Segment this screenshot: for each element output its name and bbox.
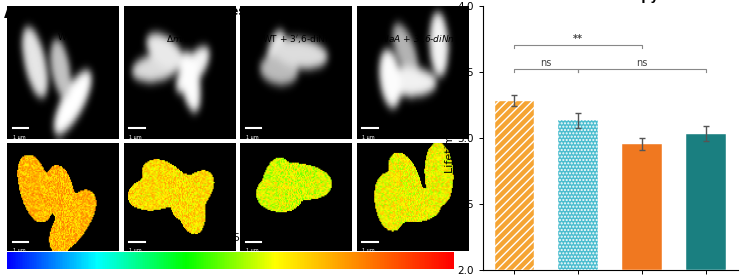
Bar [559, 120, 598, 270]
Text: Lifetime: 1.5 to 4 (ns): Lifetime: 1.5 to 4 (ns) [174, 233, 288, 243]
Bar [495, 101, 534, 270]
Text: 1 µm: 1 µm [362, 248, 375, 253]
Text: 1 µm: 1 µm [130, 248, 142, 253]
Text: 1 µm: 1 µm [13, 136, 25, 141]
Text: 1 µm: 1 µm [362, 136, 375, 141]
Text: 1 µm: 1 µm [13, 248, 25, 253]
Y-axis label: Lifetime (ns): Lifetime (ns) [445, 102, 454, 173]
Text: WT + 3$'$,6-diNn: WT + 3$'$,6-diNn [262, 33, 332, 45]
Text: 1 µm: 1 µm [246, 248, 259, 253]
Text: A: A [4, 6, 16, 21]
Text: WT: WT [58, 33, 72, 42]
Text: **: ** [573, 34, 583, 44]
Text: Images FLIM: Images FLIM [194, 6, 283, 18]
Title: Lifetime of Bodipy-C10: Lifetime of Bodipy-C10 [530, 0, 691, 3]
Text: $\Delta$mlaA: $\Delta$mlaA [166, 33, 196, 44]
Text: 1 µm: 1 µm [130, 136, 142, 141]
Text: ns: ns [541, 57, 552, 68]
Text: $\Delta$mlaA + 3$'$,6-diNn: $\Delta$mlaA + 3$'$,6-diNn [370, 33, 454, 45]
Bar [622, 144, 662, 270]
Text: 1 µm: 1 µm [246, 136, 259, 141]
Bar [686, 134, 726, 270]
Text: ns: ns [636, 57, 648, 68]
